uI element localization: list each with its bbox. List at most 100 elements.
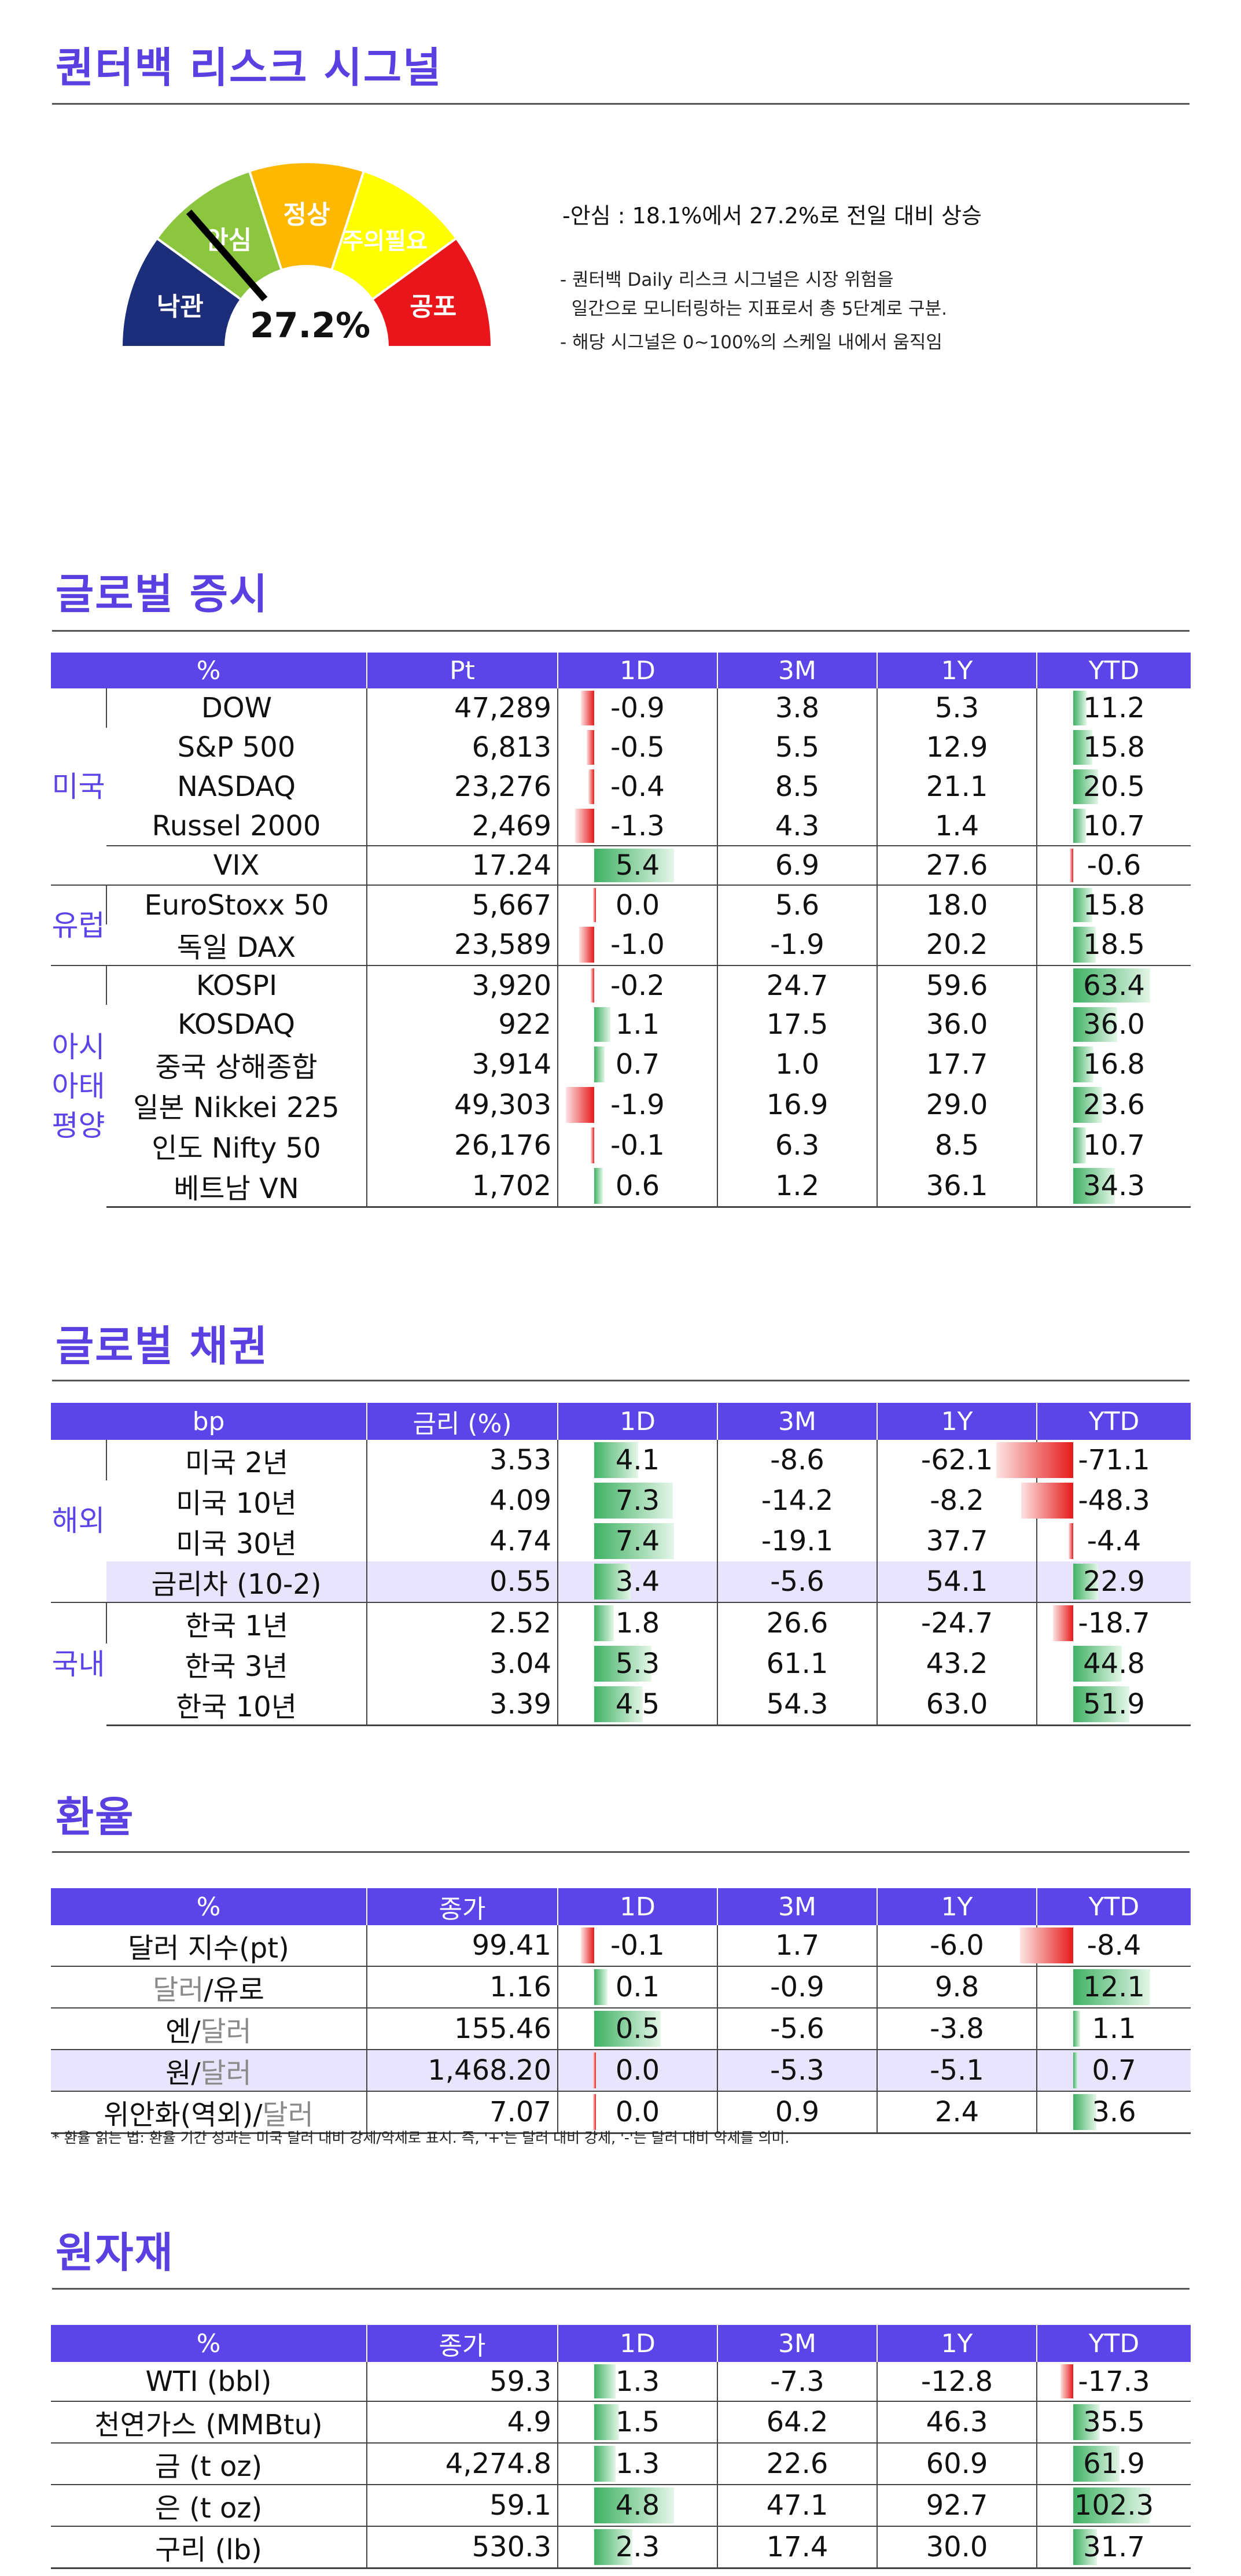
- d1-cell: -1.9: [557, 1085, 717, 1125]
- m3-cell: 47.1: [717, 2484, 877, 2526]
- y1-cell: 60.9: [877, 2442, 1037, 2485]
- ytd-cell-bar: [1073, 1564, 1098, 1600]
- row-name: 인도 Nifty 50: [152, 1132, 321, 1164]
- ytd-cell-bar: [1073, 2487, 1150, 2523]
- table-row: 유럽 EuroStoxx 50 5,667 0.0 5.6 18.0 15.8: [51, 885, 1191, 965]
- d1-cell: -0.2: [557, 965, 717, 1005]
- row-value: 3,914: [366, 1044, 558, 1085]
- table-row: 달러/유로 1.16 0.1 -0.9 9.8 12.1: [51, 1966, 1191, 2008]
- row-name: NASDAQ: [176, 771, 296, 803]
- d1-cell-bar: [594, 1564, 631, 1600]
- ytd-cell-bar: [1073, 2011, 1081, 2047]
- table-header-row: % 종가 1D 3M 1Y YTD: [51, 2325, 1191, 2362]
- y1-cell: 46.3: [877, 2401, 1037, 2443]
- ytd-cell-bar: [1073, 1087, 1102, 1123]
- table-row: 독일 DAX 23,589 -1.0 -1.9 20.2 18.5: [51, 924, 1191, 965]
- m3-cell: 6.9: [717, 845, 877, 885]
- row-value: 530.3: [366, 2526, 558, 2569]
- d1-cell: 7.3: [557, 1480, 718, 1521]
- d1-cell: 1.3: [557, 2442, 717, 2485]
- d1-cell-bar: [594, 1046, 605, 1082]
- y1-cell: -6.0: [877, 1925, 1037, 1966]
- ytd-cell-bar: [1073, 2404, 1100, 2440]
- d1-cell-bar: [594, 2404, 620, 2440]
- row-value: 0.55: [366, 1561, 558, 1602]
- signal-note-3: - 해당 시그널은 0~100%의 스케일 내에서 움직임: [560, 332, 942, 353]
- ytd-cell: 35.5: [1036, 2401, 1191, 2443]
- risk-section-rule: [52, 103, 1190, 105]
- signal-note-2: 일간으로 모니터링하는 지표로서 총 5단계로 구분.: [560, 298, 947, 319]
- row-name: 독일 DAX: [176, 931, 296, 964]
- ytd-cell-bar: [1073, 888, 1093, 922]
- d1-cell: -0.5: [557, 728, 717, 767]
- gauge-value-text: 27.2%: [250, 305, 371, 346]
- m3-cell: 1.2: [717, 1166, 877, 1208]
- d1-cell-bar: [594, 1686, 643, 1722]
- ytd-cell-bar: [996, 1442, 1074, 1478]
- table-row: 미국 10년 4.09 7.3 -14.2 -8.2 -48.3: [51, 1480, 1191, 1521]
- m3-cell: -19.1: [717, 1521, 878, 1561]
- row-name: 금리차 (10-2): [106, 1561, 367, 1602]
- ytd-cell: 63.4: [1036, 965, 1191, 1005]
- ytd-cell: 1.1: [1036, 2007, 1191, 2050]
- row-name: 천연가스 (MMBtu): [51, 2401, 367, 2443]
- row-name: 위안화(역외)/달러: [51, 2091, 367, 2134]
- m3-cell: 17.5: [717, 1005, 877, 1044]
- gauge-zone-0: [120, 237, 243, 348]
- row-name: 미국 2년: [105, 1440, 367, 1480]
- row-name: WTI (bbl): [145, 2365, 272, 2398]
- d1-cell-bar: [594, 1168, 603, 1204]
- row-value: 6,813: [366, 728, 558, 767]
- row-value: 1.16: [366, 1966, 558, 2008]
- table-row: 미국 30년 4.74 7.4 -19.1 37.7 -4.4: [51, 1521, 1191, 1561]
- row-value: 3,920: [366, 965, 558, 1005]
- d1-cell-bar: [594, 1483, 673, 1519]
- d1-cell: 0.0: [557, 2091, 717, 2134]
- d1-cell: 5.3: [557, 1643, 718, 1684]
- table-header-row: % 종가 1D 3M 1Y YTD: [51, 1888, 1191, 1925]
- m3-cell: 0.9: [717, 2091, 877, 2134]
- row-name: 한국 1년: [105, 1602, 367, 1643]
- ytd-cell-bar: [1073, 1046, 1094, 1082]
- m3-cell: 54.3: [717, 1684, 878, 1726]
- y1-cell: 54.1: [877, 1561, 1037, 1602]
- row-value: 23,276: [366, 767, 558, 806]
- table-row: 금 (t oz) 4,274.8 1.3 22.6 60.9 61.9: [51, 2442, 1191, 2485]
- column-header: 1Y: [877, 1888, 1037, 1925]
- ytd-cell-bar: [1073, 1646, 1122, 1682]
- gauge-zone-label: 공포: [410, 292, 456, 322]
- row-name: 베트남 VN: [106, 1166, 367, 1208]
- table-row: Russel 2000 2,469 -1.3 4.3 1.4 10.7: [51, 806, 1191, 846]
- table-row: VIX 17.24 5.4 6.9 27.6 -0.6: [51, 845, 1191, 885]
- m3-cell: 1.7: [717, 1925, 877, 1966]
- d1-cell-bar: [594, 1007, 611, 1042]
- m3-cell: 22.6: [717, 2442, 877, 2485]
- column-header: 3M: [717, 2325, 877, 2362]
- d1-cell-bar: [594, 2487, 674, 2523]
- column-header: YTD: [1036, 653, 1191, 688]
- y1-cell: 2.4: [877, 2091, 1037, 2134]
- d1-cell: -1.0: [557, 924, 717, 965]
- group-label: 유럽: [51, 885, 106, 965]
- ytd-cell: 3.6: [1036, 2091, 1191, 2134]
- fx-footnote: * 환율 읽는 법: 환율 기간 성과는 미국 달러 대비 강세/약세로 표시.…: [52, 2129, 790, 2146]
- d1-cell: 0.1: [557, 1966, 717, 2008]
- y1-cell: 18.0: [877, 885, 1037, 924]
- row-name: 한국 3년: [185, 1650, 288, 1683]
- d1-cell-bar: [594, 2446, 616, 2482]
- ytd-cell: 0.7: [1036, 2049, 1191, 2091]
- row-name: EuroStoxx 50: [106, 885, 367, 924]
- column-header: 1D: [557, 653, 717, 688]
- d1-cell: 0.7: [557, 1044, 717, 1085]
- d1-cell-bar: [594, 849, 674, 882]
- y1-cell: -5.1: [877, 2049, 1037, 2091]
- ytd-cell: -4.4: [1036, 1521, 1191, 1561]
- m3-cell: -0.9: [717, 1966, 877, 2008]
- d1-cell-bar: [594, 1523, 675, 1559]
- table-row: NASDAQ 23,276 -0.4 8.5 21.1 20.5: [51, 767, 1191, 806]
- m3-cell: -7.3: [717, 2362, 877, 2401]
- m3-cell: 5.6: [717, 885, 877, 924]
- column-header: YTD: [1036, 1888, 1191, 1925]
- column-header: YTD: [1036, 2325, 1191, 2362]
- table-row: 해외 미국 2년 3.53 4.1 -8.6 -62.1 -71.1: [51, 1440, 1191, 1538]
